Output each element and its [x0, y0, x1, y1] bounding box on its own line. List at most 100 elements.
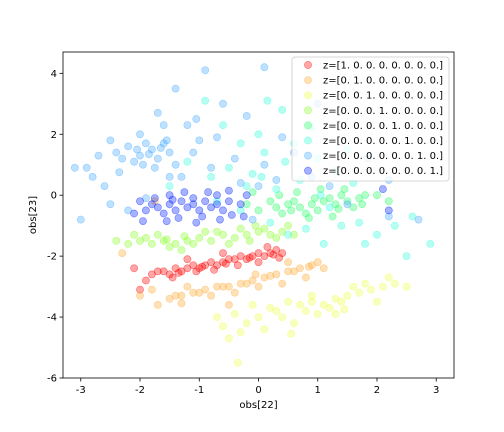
data-point-series-2	[307, 291, 316, 300]
legend-marker	[304, 61, 312, 69]
data-point-series-5	[236, 139, 245, 148]
data-point-series-1	[319, 264, 328, 273]
data-point-series-6	[192, 115, 201, 123]
data-point-series-5	[242, 182, 251, 190]
data-point-series-5	[319, 239, 328, 248]
data-point-series-5	[254, 130, 263, 139]
data-point-series-0	[130, 264, 138, 273]
data-point-series-5	[266, 218, 275, 227]
data-point-series-2	[242, 319, 251, 328]
legend: z=[1. 0. 0. 0. 0. 0. 0. 0.] z=[0. 1. 0. 0…	[291, 56, 450, 182]
data-point-series-6	[236, 179, 245, 187]
data-point-series-6	[195, 136, 204, 145]
data-point-series-1	[219, 282, 227, 291]
data-point-series-2	[230, 310, 239, 318]
data-point-series-6	[219, 99, 227, 108]
data-point-series-5	[263, 96, 272, 105]
data-point-series-4	[272, 203, 281, 212]
legend-marker	[304, 136, 312, 145]
data-point-series-4	[287, 206, 295, 215]
data-point-series-3	[177, 246, 186, 254]
data-point-series-5	[325, 203, 334, 212]
data-point-series-6	[150, 163, 159, 172]
data-point-series-4	[313, 206, 322, 215]
data-point-series-6	[414, 215, 423, 224]
data-point-series-3	[147, 239, 156, 248]
data-point-series-0	[233, 261, 242, 270]
data-point-series-7	[165, 191, 174, 200]
data-point-series-1	[189, 288, 198, 297]
data-point-series-1	[224, 282, 233, 291]
data-point-series-7	[207, 203, 215, 212]
data-point-series-4	[384, 197, 393, 206]
data-point-series-0	[263, 243, 272, 251]
data-point-series-3	[141, 233, 150, 242]
data-point-series-5	[316, 191, 325, 200]
data-point-series-1	[284, 267, 292, 276]
data-point-series-6	[139, 160, 147, 169]
data-point-series-3	[165, 243, 174, 251]
legend-entry-label: z=[1. 0. 0. 0. 0. 0. 0. 0.]	[323, 61, 443, 72]
data-point-series-6	[88, 172, 97, 181]
data-point-series-4	[301, 209, 310, 218]
legend-entry-label: z=[0. 0. 0. 1. 0. 0. 0. 0.]	[323, 106, 443, 117]
y-axis-ticks: -6 -4 -2 0 2 4	[47, 69, 63, 385]
data-point-series-6	[384, 212, 393, 221]
x-tick-label: 2	[374, 385, 380, 396]
data-point-series-4	[340, 185, 349, 193]
data-point-series-3	[236, 224, 245, 233]
data-point-series-1	[290, 267, 298, 276]
data-point-series-1	[177, 299, 186, 308]
data-point-series-2	[233, 358, 242, 367]
data-point-series-6	[278, 133, 287, 142]
data-point-series-4	[343, 197, 352, 206]
legend-entry-label: z=[0. 0. 0. 0. 0. 0. 0. 1.]	[323, 166, 443, 177]
x-tick-label: 0	[255, 385, 261, 396]
data-point-series-1	[230, 288, 239, 297]
data-point-series-2	[384, 273, 393, 282]
data-point-series-2	[355, 288, 364, 297]
data-point-series-6	[165, 148, 174, 157]
data-point-series-0	[219, 249, 227, 257]
data-point-series-7	[150, 194, 159, 203]
data-point-series-2	[390, 279, 399, 288]
data-point-series-1	[278, 279, 287, 288]
data-point-series-4	[358, 200, 367, 209]
data-point-series-1	[150, 197, 159, 206]
data-point-series-4	[316, 185, 325, 193]
data-point-series-6	[82, 163, 91, 172]
data-point-series-5	[213, 197, 221, 206]
data-point-series-2	[254, 313, 263, 321]
data-point-series-1	[183, 282, 192, 291]
data-point-series-7	[201, 197, 210, 206]
data-point-series-1	[236, 279, 245, 288]
data-point-series-7	[378, 185, 387, 193]
data-point-series-6	[153, 154, 162, 163]
data-point-series-1	[251, 270, 260, 279]
data-point-series-4	[307, 200, 316, 209]
data-point-series-3	[266, 230, 275, 239]
data-point-series-5	[337, 221, 346, 230]
data-point-series-7	[213, 191, 221, 200]
data-point-series-3	[230, 233, 239, 242]
data-point-series-6	[183, 121, 192, 129]
data-point-series-4	[296, 203, 304, 212]
data-point-series-4	[293, 188, 301, 196]
data-point-series-2	[290, 319, 298, 328]
data-point-series-0	[165, 270, 174, 279]
data-point-series-1	[284, 258, 292, 267]
data-point-series-3	[171, 239, 180, 248]
data-point-series-0	[198, 262, 207, 271]
data-point-series-5	[257, 172, 266, 181]
data-point-series-4	[278, 209, 287, 218]
data-point-series-0	[174, 268, 183, 277]
data-point-series-2	[272, 307, 281, 315]
y-tick-label: -6	[47, 374, 57, 385]
data-point-series-2	[260, 325, 269, 334]
data-point-series-4	[328, 212, 337, 221]
data-point-series-6	[254, 182, 263, 190]
data-point-series-6	[76, 215, 85, 224]
data-point-series-5	[402, 252, 411, 260]
legend-marker	[304, 151, 312, 160]
